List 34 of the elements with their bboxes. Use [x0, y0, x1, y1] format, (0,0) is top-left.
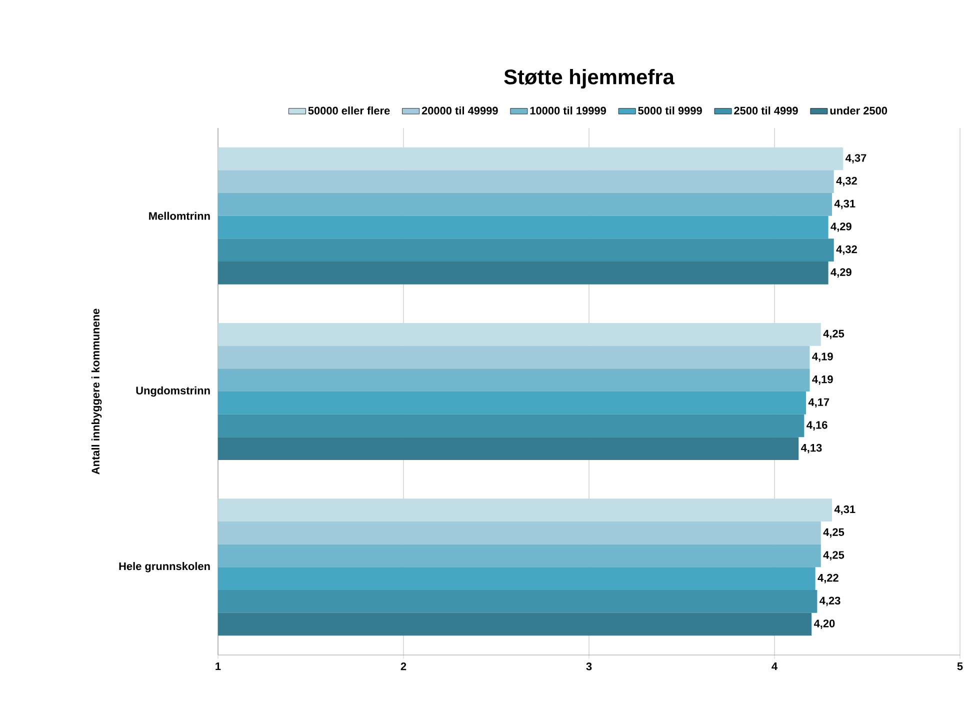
y-axis-title: Antall innbyggere i kommunene: [91, 308, 102, 474]
chart-title: Støtte hjemmefra: [504, 69, 675, 89]
data-label: 4,16: [806, 421, 828, 430]
data-label: 4,13: [800, 444, 822, 454]
data-label: 4,25: [823, 551, 844, 560]
y-tick-label: Mellomtrinn: [149, 212, 210, 220]
legend-label: under 2500: [830, 106, 888, 115]
legend-label: 50000 eller flere: [308, 106, 390, 115]
x-tick-label: 4: [772, 662, 778, 670]
data-label: 4,22: [818, 574, 838, 584]
data-label: 4,23: [820, 596, 840, 606]
data-label: 4,32: [836, 176, 857, 186]
data-label: 4,32: [836, 245, 857, 255]
data-label: 4,17: [808, 398, 830, 408]
data-label: 4,31: [834, 505, 856, 515]
legend-label: 20000 til 49999: [422, 106, 498, 115]
legend-label: 5000 til 9999: [638, 106, 702, 115]
data-label: 4,25: [823, 330, 844, 340]
data-label: 4,25: [823, 528, 844, 538]
data-label: 4,19: [812, 352, 833, 362]
y-tick-label: Ungdomstrinn: [136, 386, 210, 397]
data-label: 4,20: [814, 620, 835, 629]
data-label: 4,29: [830, 268, 852, 278]
data-label: 4,37: [846, 154, 866, 164]
data-label: 4,19: [812, 375, 833, 385]
y-tick-label: Hele grunnskolen: [119, 562, 210, 572]
data-label: 4,31: [834, 200, 856, 210]
x-tick-label: 2: [400, 662, 406, 670]
data-label: 4,29: [830, 222, 852, 232]
x-tick-label: 3: [586, 662, 592, 670]
legend-label: 2500 til 4999: [734, 106, 798, 115]
x-tick-label: 5: [957, 662, 963, 670]
legend-label: 10000 til 19999: [530, 106, 606, 115]
x-tick-label: 1: [216, 662, 221, 670]
